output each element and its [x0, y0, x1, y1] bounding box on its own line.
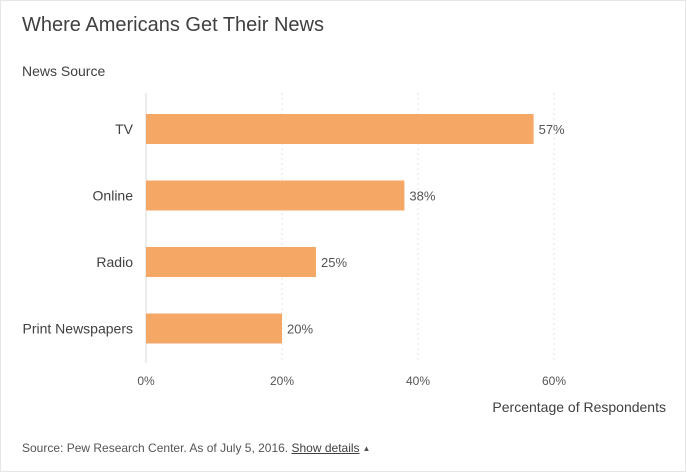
data-label: 38% — [409, 189, 435, 204]
category-label: Online — [93, 188, 134, 204]
show-details-link[interactable]: Show details — [291, 441, 360, 455]
data-label: 20% — [287, 322, 313, 337]
bar — [146, 114, 534, 144]
bar — [146, 247, 316, 277]
caret-up-icon[interactable]: ▲ — [362, 444, 371, 453]
source-footer: Source: Pew Research Center. As of July … — [22, 441, 370, 455]
y-axis-label: News Source — [22, 63, 105, 79]
data-label: 25% — [321, 255, 347, 270]
chart-title: Where Americans Get Their News — [22, 14, 324, 36]
category-label: Print Newspapers — [23, 321, 134, 337]
bar — [146, 313, 282, 344]
labels: 0% 20% 40% 60% TV 57% Online 38% Radio 25% Print N… — [23, 121, 567, 388]
x-tick-label: 40% — [406, 374, 430, 388]
x-tick-label: 20% — [270, 374, 294, 388]
data-label: 57% — [539, 122, 565, 137]
x-tick-label: 60% — [542, 374, 566, 388]
bars — [146, 114, 534, 344]
category-label: TV — [115, 121, 134, 137]
x-tick-label: 0% — [137, 374, 155, 388]
source-text: Source: Pew Research Center. As of July … — [22, 441, 289, 455]
category-label: Radio — [96, 254, 133, 270]
bar-chart: News Source Percentage of Respondents 0%… — [22, 63, 666, 415]
bar — [146, 180, 405, 211]
x-axis-label: Percentage of Respondents — [492, 399, 666, 415]
